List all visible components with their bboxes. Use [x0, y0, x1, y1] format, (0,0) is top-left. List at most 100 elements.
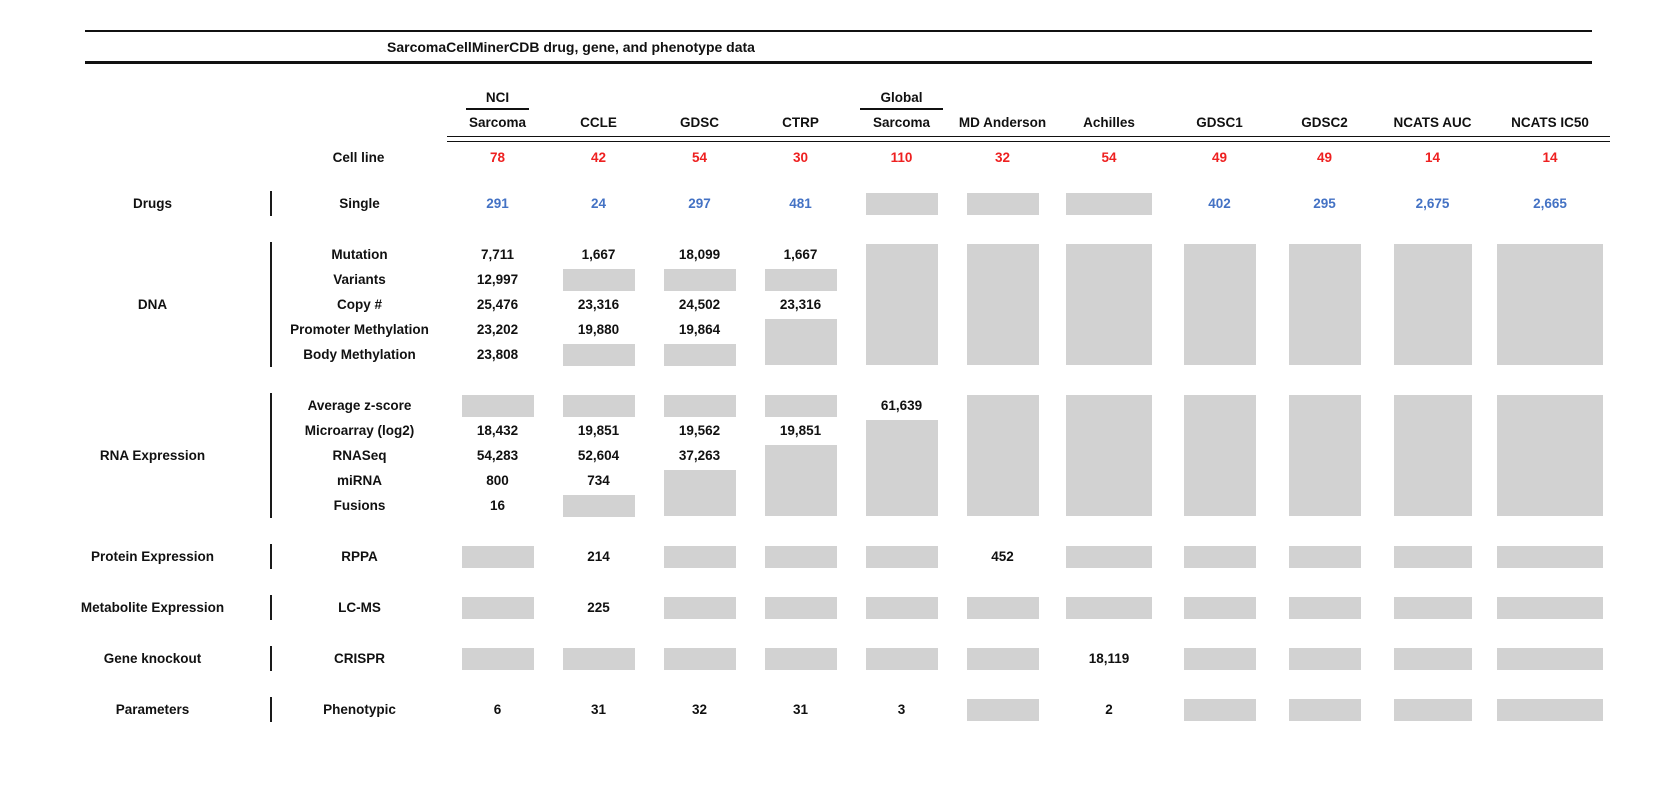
- no-data-box: [1288, 244, 1361, 365]
- column-header: GDSC: [679, 114, 719, 130]
- no-data-box: [764, 545, 837, 568]
- gray-box-cell: [750, 317, 851, 367]
- value-cell: 31: [792, 702, 809, 717]
- gray-box-cell: [1375, 544, 1490, 569]
- no-data-box: [1393, 647, 1472, 670]
- gray-box-cell: [750, 443, 851, 518]
- group-gene-knockout: Gene knockout CRISPR 18,119: [0, 646, 1669, 671]
- gray-box-cell: [750, 393, 851, 418]
- column-header: NCATS IC50: [1511, 114, 1589, 130]
- column-header: MD Anderson: [958, 114, 1047, 130]
- no-data-box: [1393, 545, 1472, 568]
- value-cell: 23,808: [476, 347, 519, 362]
- gray-box-cell: [1490, 393, 1610, 518]
- cell-line-label: Cell line: [332, 149, 385, 165]
- no-data-box: [663, 268, 736, 291]
- category-label: Parameters: [115, 702, 190, 717]
- column-header: Sarcoma: [468, 114, 527, 130]
- no-data-box: [764, 394, 837, 417]
- no-data-box: [1066, 545, 1152, 568]
- no-data-box: [1066, 395, 1152, 516]
- value-cell: 1,667: [581, 247, 616, 262]
- no-data-box: [663, 394, 736, 417]
- gray-box-cell: [1165, 242, 1274, 367]
- row-label: Average z-score: [270, 393, 447, 418]
- no-data-box: [461, 394, 534, 417]
- group-rna-expression: RNA Expression Average z-score 61,639 Micro…: [0, 393, 1669, 518]
- value-cell: 7,711: [480, 247, 515, 262]
- gray-box-cell: [1490, 646, 1610, 671]
- gray-box-cell: [548, 493, 649, 518]
- value-cell: 6: [493, 702, 502, 717]
- page-title: SarcomaCellMinerCDB drug, gene, and phen…: [387, 39, 755, 55]
- column-header: Sarcoma: [872, 114, 931, 130]
- cell-line-count: 49: [1211, 149, 1228, 165]
- gray-box-cell: [1274, 595, 1375, 620]
- value-cell: 25,476: [476, 297, 519, 312]
- no-data-box: [865, 545, 938, 568]
- row-label: Phenotypic: [270, 697, 447, 722]
- no-data-box: [461, 647, 534, 670]
- no-data-box: [764, 445, 837, 516]
- row-label: miRNA: [270, 468, 447, 493]
- value-cell: 2,675: [1415, 196, 1450, 211]
- value-cell: 61,639: [880, 398, 923, 413]
- no-data-box: [865, 192, 938, 215]
- no-data-box: [1497, 698, 1603, 721]
- gray-box-cell: [447, 595, 548, 620]
- row-label: Single: [270, 191, 447, 216]
- row-label: Mutation: [270, 242, 447, 267]
- column-header: CTRP: [782, 114, 819, 130]
- header-double-rule: [447, 136, 1610, 142]
- group-metabolite-expression: Metabolite Expression LC-MS 225: [0, 595, 1669, 620]
- gray-box-cell: [1490, 242, 1610, 367]
- value-cell: 23,202: [476, 322, 519, 337]
- no-data-box: [1288, 395, 1361, 516]
- column-header: GDSC2: [1301, 114, 1348, 130]
- value-cell: 19,851: [779, 423, 822, 438]
- gray-box-cell: [548, 267, 649, 292]
- value-cell: 19,880: [577, 322, 620, 337]
- value-cell: 16: [489, 498, 506, 513]
- value-cell: 23,316: [577, 297, 620, 312]
- category-label: Gene knockout: [103, 651, 202, 666]
- no-data-box: [663, 343, 736, 366]
- gray-box-cell: [447, 544, 548, 569]
- no-data-box: [663, 647, 736, 670]
- no-data-box: [663, 596, 736, 619]
- value-cell: 481: [789, 196, 812, 211]
- gray-box-cell: [447, 646, 548, 671]
- no-data-box: [1288, 698, 1361, 721]
- gray-box-cell: [447, 393, 548, 418]
- value-cell: 297: [688, 196, 711, 211]
- value-cell: 452: [991, 549, 1014, 564]
- gray-box-cell: [1274, 242, 1375, 367]
- gray-box-cell: [548, 646, 649, 671]
- gray-box-cell: [649, 267, 750, 292]
- category-label: Metabolite Expression: [80, 600, 225, 615]
- category-label: DNA: [137, 297, 168, 312]
- no-data-box: [1288, 647, 1361, 670]
- gray-box-cell: [649, 342, 750, 367]
- gray-box-cell: [1053, 544, 1165, 569]
- cell-line-count: 54: [1101, 149, 1117, 165]
- no-data-box: [966, 647, 1039, 670]
- row-label: LC-MS: [270, 595, 447, 620]
- no-data-box: [1497, 395, 1603, 516]
- value-cell: 18,099: [678, 247, 721, 262]
- row-label: Variants: [270, 267, 447, 292]
- cell-line-count: 42: [590, 149, 607, 165]
- no-data-box: [562, 394, 635, 417]
- gray-box-cell: [1375, 646, 1490, 671]
- value-cell: 24,502: [678, 297, 721, 312]
- gray-box-cell: [851, 418, 952, 518]
- value-cell: 291: [486, 196, 509, 211]
- gray-box-cell: [1490, 697, 1610, 722]
- no-data-box: [1183, 647, 1256, 670]
- gray-box-cell: [1274, 393, 1375, 518]
- value-cell: 24: [590, 196, 607, 211]
- no-data-box: [562, 494, 635, 517]
- gray-box-cell: [649, 544, 750, 569]
- gray-box-cell: [952, 393, 1053, 518]
- no-data-box: [966, 698, 1039, 721]
